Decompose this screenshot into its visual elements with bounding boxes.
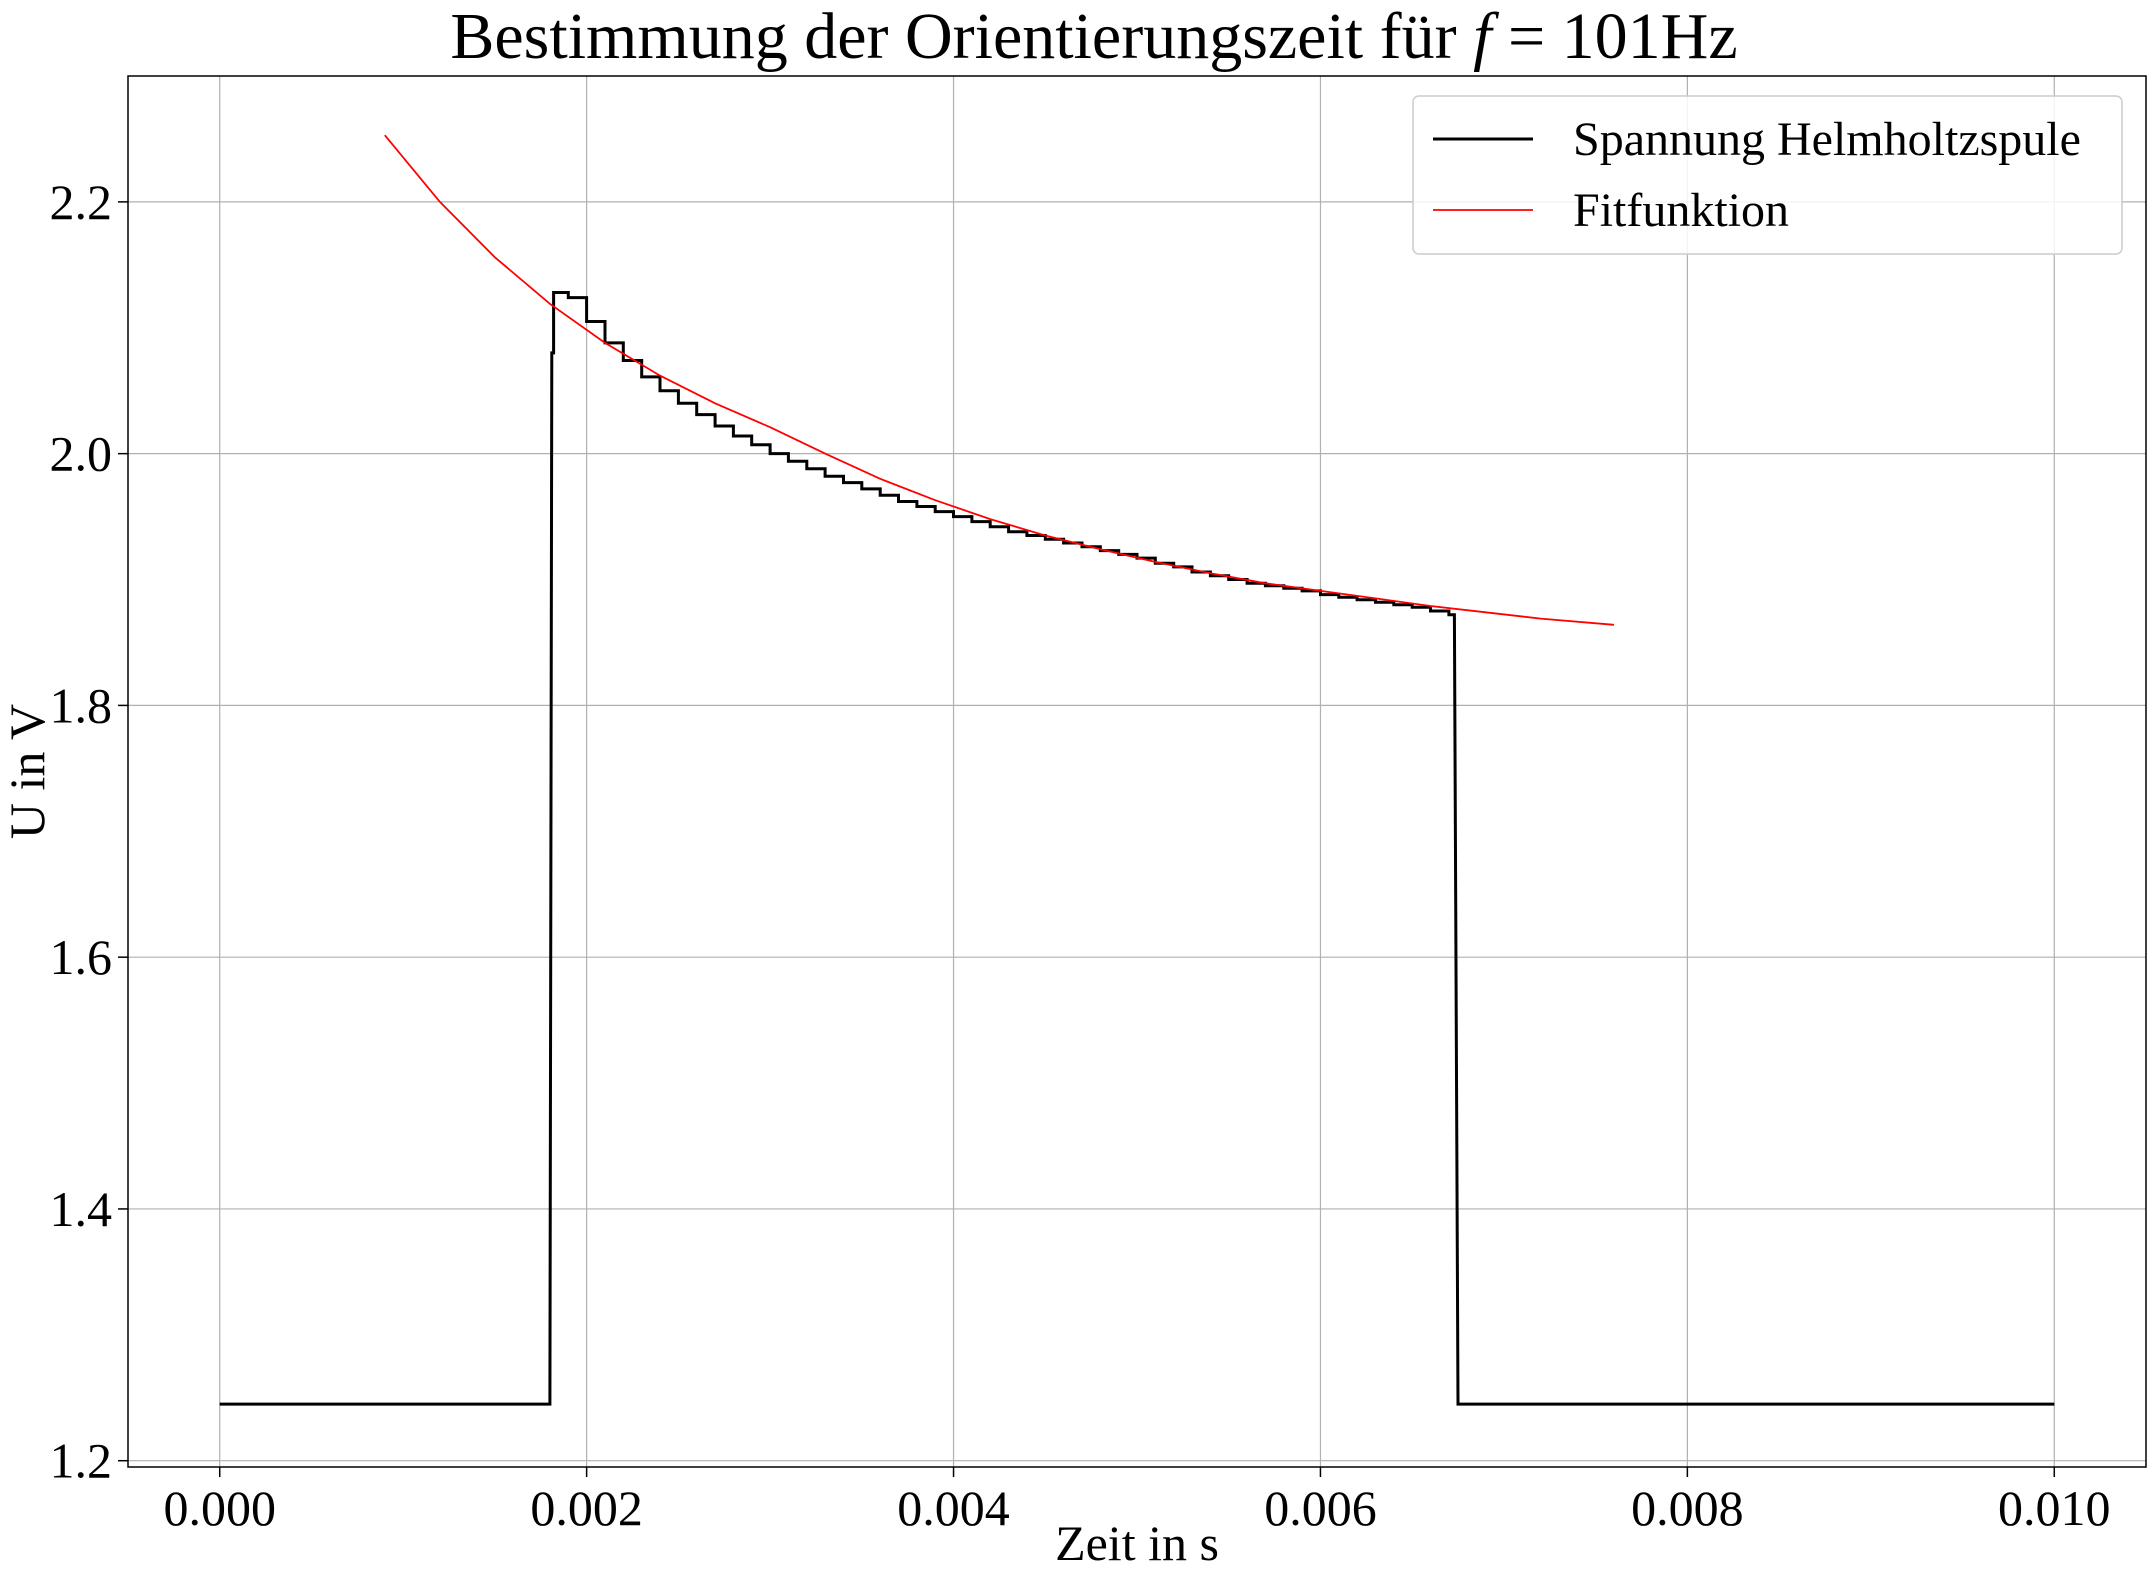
chart-title-suffix: = 101Hz [1491, 0, 1737, 73]
plot-frame [127, 75, 2147, 1468]
series-line-spannung [219, 291, 2055, 1406]
y-tick-label: 1.6 [50, 929, 113, 985]
y-tick-label: 1.4 [50, 1181, 113, 1237]
x-tick-label: 0.002 [530, 1480, 643, 1536]
chart-title: Bestimmung der Orientierungszeit für f =… [450, 0, 1737, 73]
y-tick-label: 1.2 [50, 1433, 113, 1489]
x-tick-label: 0.000 [163, 1480, 276, 1536]
x-tick-label: 0.010 [1998, 1480, 2111, 1536]
y-axis-label: U in V [0, 704, 55, 839]
legend-box [1412, 95, 2123, 255]
x-tick-label: 0.008 [1631, 1480, 1744, 1536]
plot-series [219, 134, 2055, 1406]
legend-label: Fitfunktion [1573, 184, 1789, 237]
legend: Spannung Helmholtzspule Fitfunktion [1412, 95, 2123, 255]
legend-label: Spannung Helmholtzspule [1573, 113, 2081, 166]
axis-ticks: 0.000 0.002 0.004 0.006 0.008 0.010 1.2 1.4 1.6 1… [50, 174, 2111, 1536]
x-axis-label: Zeit in s [1055, 1515, 1219, 1571]
grid-lines [128, 76, 2146, 1467]
x-tick-label: 0.006 [1264, 1480, 1377, 1536]
y-tick-label: 1.8 [50, 677, 113, 733]
series-line-fit [384, 134, 1615, 626]
y-tick-label: 2.2 [50, 174, 113, 230]
y-tick-label: 2.0 [50, 426, 113, 482]
x-tick-label: 0.004 [897, 1480, 1010, 1536]
chart-title-prefix: Bestimmung der Orientierungszeit für [450, 0, 1473, 73]
